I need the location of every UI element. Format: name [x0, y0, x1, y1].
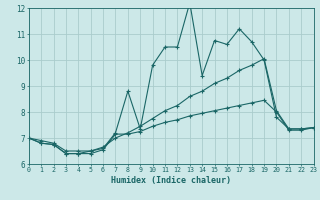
- X-axis label: Humidex (Indice chaleur): Humidex (Indice chaleur): [111, 176, 231, 185]
